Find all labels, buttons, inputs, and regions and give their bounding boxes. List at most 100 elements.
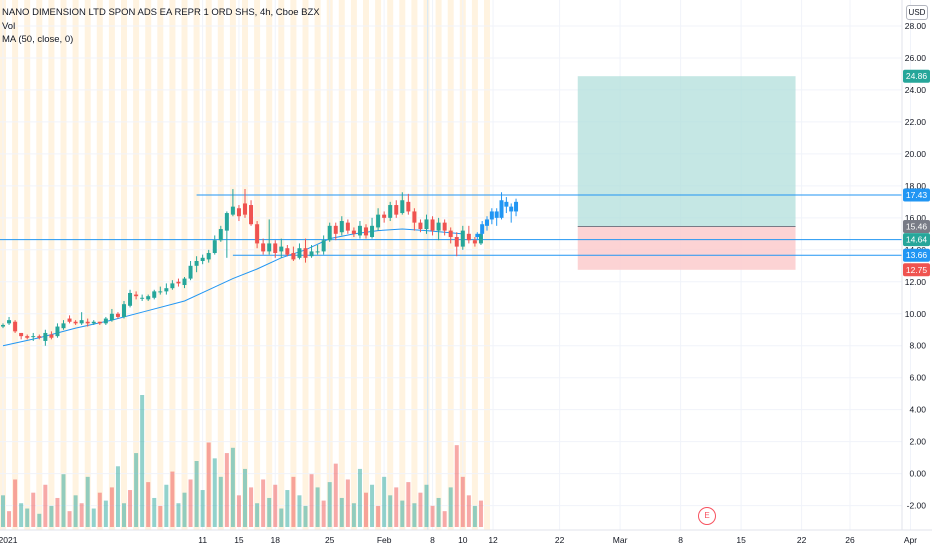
volume-bar	[376, 505, 381, 527]
session-band	[278, 0, 285, 530]
session-band	[217, 0, 224, 530]
volume-bar	[230, 447, 235, 527]
candle-body	[345, 222, 350, 231]
volume-bar	[333, 463, 338, 527]
currency-button[interactable]: USD	[906, 5, 928, 20]
volume-bars	[1, 395, 483, 527]
symbol-title[interactable]: NANO DIMENSION LTD SPON ADS EA REPR 1 OR…	[2, 7, 320, 18]
price-tick-label: -2.00	[907, 501, 927, 511]
candle	[466, 225, 471, 244]
price-tick-label: 26.00	[905, 53, 927, 63]
volume-bar	[212, 458, 217, 527]
ma-legend[interactable]: MA (50, close, 0)	[2, 34, 74, 45]
candle-body	[200, 257, 205, 262]
candle-body	[466, 233, 471, 241]
volume-bar	[339, 497, 344, 527]
candle-body	[321, 240, 326, 252]
volume-bar	[236, 495, 241, 527]
price-tick-label: 2.00	[909, 437, 926, 447]
session-band	[338, 0, 345, 530]
volume-bar	[55, 497, 60, 527]
session-band	[435, 0, 442, 530]
candle	[376, 208, 381, 231]
session-band	[266, 0, 273, 530]
price-tick-label: 0.00	[909, 469, 926, 479]
candle	[73, 320, 78, 325]
candle-body	[212, 240, 217, 254]
candle	[85, 318, 90, 327]
volume-bar	[73, 495, 78, 527]
earnings-marker-icon[interactable]: E	[698, 507, 716, 525]
session-band	[205, 0, 212, 530]
candle-body	[514, 201, 519, 212]
volume-bar	[327, 482, 332, 527]
candle-body	[194, 261, 199, 266]
price-tick-label: 20.00	[905, 149, 927, 159]
candle-body	[273, 243, 278, 254]
time-tick-label: 2021	[0, 535, 18, 545]
price-badge-label: 24.86	[906, 71, 928, 81]
projection-candle	[475, 232, 480, 241]
candle-body	[7, 320, 12, 324]
candle	[224, 211, 229, 258]
candle-body	[494, 211, 499, 218]
volume-bar	[218, 476, 223, 527]
time-tick-label: 15	[736, 535, 746, 545]
volume-bar	[200, 490, 205, 527]
session-band	[157, 0, 164, 530]
price-badge	[903, 219, 930, 233]
candle-body	[206, 253, 211, 260]
candle	[7, 316, 12, 325]
volume-bar	[158, 505, 163, 527]
candle	[454, 232, 459, 257]
candle-body	[255, 224, 260, 244]
projection-candles	[475, 192, 519, 241]
candle	[164, 283, 169, 295]
candle	[243, 189, 247, 218]
price-axis: 28.0026.0024.0022.0020.0018.0016.0014.00…	[905, 21, 927, 511]
candle-body	[485, 219, 489, 226]
candle-body	[424, 219, 429, 230]
candle-body	[128, 292, 133, 306]
candle	[49, 331, 54, 340]
candle-body	[489, 211, 494, 220]
session-band	[423, 0, 430, 530]
candle	[436, 217, 441, 241]
candle-body	[448, 230, 453, 238]
candle	[43, 329, 48, 346]
candle	[460, 225, 465, 250]
candle-body	[230, 206, 235, 215]
candle	[297, 243, 302, 260]
session-band	[363, 0, 369, 530]
candle	[279, 238, 284, 258]
price-tick-label: 22.00	[905, 117, 927, 127]
time-tick-label: 18	[271, 535, 281, 545]
session-band	[471, 0, 478, 530]
volume-bar	[37, 513, 42, 527]
candle-body	[499, 200, 504, 218]
volume-bar	[109, 487, 114, 527]
candle	[261, 238, 266, 255]
volume-legend[interactable]: Vol	[2, 20, 16, 32]
candle	[442, 219, 447, 236]
time-tick-label: 22	[555, 535, 565, 545]
candle-body	[418, 222, 423, 230]
candle-body	[67, 318, 72, 322]
volume-bar	[321, 500, 326, 527]
candle-body	[73, 321, 78, 324]
candle	[339, 216, 344, 236]
volume-bar	[412, 503, 417, 527]
candle	[315, 245, 320, 255]
volume-bar	[25, 508, 30, 527]
candle-body	[218, 229, 223, 241]
volume-bar	[406, 482, 411, 527]
stop-zone	[577, 226, 796, 270]
volume-bar	[297, 495, 302, 527]
volume-bar	[152, 497, 157, 527]
candle	[230, 189, 235, 217]
session-band	[60, 0, 67, 530]
candle	[79, 312, 84, 325]
candle-body	[31, 336, 36, 338]
position-tool	[577, 76, 796, 270]
